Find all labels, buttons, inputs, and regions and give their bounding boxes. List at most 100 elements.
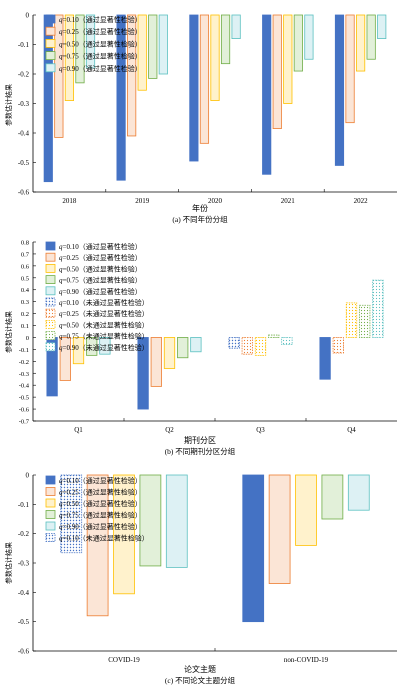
- bar-q090-q3: [281, 337, 293, 346]
- y-tick-label: -0.6: [18, 648, 30, 656]
- legend-label-q050: q=0.50（通过显著性检验）: [59, 264, 142, 273]
- bar-q075-2022: [366, 14, 376, 60]
- bar-q025-q2: [150, 337, 162, 387]
- bar-q025-2022: [345, 14, 355, 124]
- bar-q050-covid-19: [113, 474, 135, 595]
- bar-q010-q3: [228, 337, 240, 349]
- chart-b-ylabel: 参数估计结果: [4, 311, 13, 353]
- legend-swatch-q025: [45, 252, 56, 262]
- bar-q090-2021: [304, 14, 314, 60]
- legend-label-q075: q=0.75（通过显著性检验）: [59, 511, 142, 520]
- bar-q050-2021: [283, 14, 293, 104]
- y-tick-label: 0.1: [21, 323, 29, 330]
- y-tick-label: -0.3: [18, 560, 30, 568]
- legend-swatch-q010: [45, 475, 56, 485]
- bar-q010-2022: [334, 14, 345, 166]
- bar-q075-q1: [86, 337, 98, 356]
- legend-swatch-q025: [45, 487, 56, 496]
- y-tick-label: -0.7: [19, 419, 30, 426]
- bar-q090-2019: [158, 14, 168, 75]
- legend-label-q010: q=0.10（未通过显著性检验）: [59, 534, 149, 543]
- legend-swatch-q010: [45, 14, 56, 24]
- chart-b-title: (b) 不同期刊分区分组: [165, 446, 236, 456]
- bar-q010-q4: [319, 337, 331, 380]
- bar-q090-2022: [377, 14, 387, 40]
- y-tick-label: -0.2: [18, 71, 30, 79]
- bar-q010-covid-19: [60, 474, 83, 554]
- legend-swatch-q010: [45, 241, 56, 251]
- bar-q010-2021: [262, 14, 272, 175]
- x-tick-label: 2019: [135, 197, 150, 205]
- x-tick-label: Q2: [165, 426, 174, 434]
- bar-q075-q2: [177, 337, 189, 359]
- y-tick-label: -0.6: [19, 407, 30, 414]
- bar-q050-q1: [72, 337, 85, 365]
- y-tick-label: -0.5: [18, 159, 30, 167]
- legend-label-q010: q=0.10（通过显著性检验）: [59, 476, 142, 485]
- y-tick-label: -0.6: [18, 189, 30, 197]
- x-tick-label: Q1: [74, 426, 83, 434]
- bar-q010-non-covid-19: [242, 474, 265, 623]
- y-tick-label: -0.4: [18, 130, 30, 138]
- bar-q050-2020: [210, 14, 220, 101]
- x-tick-label: non-COVID-19: [284, 656, 329, 664]
- bar-q075-2019: [148, 14, 158, 79]
- y-tick-label: -0.1: [18, 41, 30, 49]
- y-tick-label: -0.4: [18, 589, 30, 597]
- bar-q010-2020: [189, 14, 199, 162]
- bar-q075-2021: [293, 14, 303, 72]
- chart-a-ylabel: 参数估计结果: [4, 84, 13, 126]
- y-tick-label: -0.5: [18, 618, 30, 626]
- chart-c: 0 -0.1 -0.2 -0.3 -0.4 -0.5 -0.6 COVID-19 non-COV…: [18, 472, 397, 664]
- legend-label-q025: q=0.25（通过显著性检验）: [59, 488, 142, 497]
- legend-swatch-q050: [45, 263, 56, 273]
- legend-swatch-q075: [45, 51, 56, 60]
- y-tick-label: 0: [26, 12, 30, 20]
- y-tick-label: -0.5: [19, 395, 29, 402]
- bar-q050-non-covid-19: [295, 474, 317, 546]
- legend-swatch-q050: [45, 498, 56, 508]
- legend-swatch-q010: [45, 297, 56, 307]
- bar-q075-q4: [359, 304, 371, 338]
- chart-c-ylabel: 参数估计结果: [4, 542, 13, 584]
- y-tick-label: -0.3: [18, 100, 30, 108]
- bar-q025-2020: [199, 14, 210, 144]
- y-tick-label: 0.5: [21, 275, 29, 282]
- bar-q025-non-covid-19: [268, 474, 291, 584]
- legend-label-q075: q=0.75（未通过显著性检验）: [59, 332, 149, 341]
- legend-label-q090: q=0.90（通过显著性检验）: [59, 64, 142, 73]
- bar-q090-q4: [372, 279, 384, 338]
- bar-q025-2019: [127, 14, 137, 137]
- bar-q075-2020: [220, 14, 231, 65]
- y-tick-label: 0.6: [21, 263, 30, 270]
- x-tick-label: 2020: [208, 197, 223, 205]
- legend-swatch-q075: [45, 331, 56, 341]
- bar-q050-2019: [137, 14, 147, 91]
- bar-q050-q2: [163, 337, 176, 369]
- bar-q090-q2: [190, 337, 202, 353]
- legend-label-q090: q=0.90（通过显著性检验）: [59, 287, 142, 296]
- y-tick-label: 0.2: [21, 311, 29, 318]
- chart-c-title: (c) 不同论文主题分组: [165, 675, 236, 685]
- x-tick-label: COVID-19: [108, 656, 140, 664]
- legend-swatch-q090: [45, 286, 56, 296]
- legend-swatch-q010: [45, 533, 56, 542]
- chart-a-xlabel: 年份: [192, 203, 208, 213]
- bar-q075-2018: [75, 14, 85, 84]
- bar-q010-q2: [137, 337, 149, 410]
- bar-q025-2018: [54, 14, 64, 138]
- legend-label-q010: q=0.10（通过显著性检验）: [59, 15, 142, 24]
- bar-q075-non-covid-19: [321, 474, 344, 520]
- y-tick-label: 0.4: [21, 287, 30, 294]
- bar-q090-non-covid-19: [347, 474, 370, 511]
- legend-swatch-q090: [45, 63, 56, 73]
- y-tick-label: 0: [26, 472, 30, 480]
- legend-label-q075: q=0.75（通过显著性检验）: [59, 52, 142, 61]
- bar-q050-q3: [254, 337, 267, 356]
- bar-q050-2018: [64, 14, 74, 101]
- legend-label-q075: q=0.75（通过显著性检验）: [59, 276, 142, 285]
- x-tick-label: 2021: [281, 197, 296, 205]
- y-tick-label: -0.1: [18, 501, 30, 509]
- legend-swatch-q025: [45, 308, 56, 318]
- bar-q025-covid-19: [86, 474, 109, 617]
